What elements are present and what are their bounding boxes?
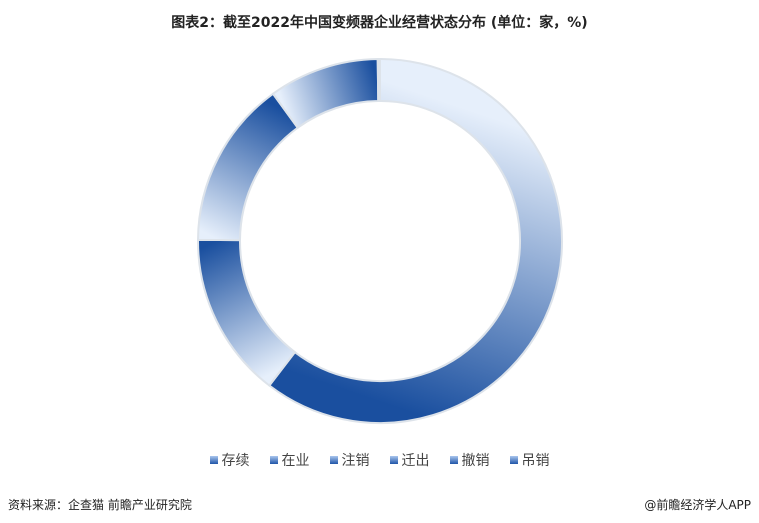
legend-item: 在业	[269, 450, 310, 470]
legend-item: 存续	[209, 450, 250, 470]
donut-slice-在业	[197, 238, 297, 387]
donut-slice-吊销	[377, 57, 381, 103]
legend-label: 吊销	[521, 453, 550, 469]
chart-title: 图表2：截至2022年中国变频器企业经营状态分布 (单位：家，%)	[171, 15, 588, 31]
legend-swatch	[209, 456, 218, 464]
legend-swatch	[509, 456, 518, 464]
donut-slice-存续	[267, 57, 563, 424]
legend-label: 存续	[221, 453, 250, 469]
source-note: 资料来源：企查猫 前瞻产业研究院	[8, 498, 192, 512]
legend-label: 在业	[281, 453, 310, 469]
legend-item: 吊销	[509, 450, 550, 470]
donut-slice-注销	[196, 92, 300, 242]
legend-swatch	[329, 456, 338, 464]
legend-swatch	[269, 456, 278, 464]
legend-swatch	[449, 456, 458, 464]
legend-swatch	[389, 456, 398, 464]
legend: 存续 在业 注销 迁出 撤销 吊销	[0, 450, 759, 470]
brand-note: @前瞻经济学人APP	[644, 498, 751, 512]
legend-label: 迁出	[401, 453, 430, 469]
legend-label: 注销	[341, 453, 370, 469]
legend-label: 撤销	[461, 453, 490, 469]
legend-item: 注销	[329, 450, 370, 470]
legend-item: 撤销	[449, 450, 490, 470]
legend-item: 迁出	[389, 450, 430, 470]
